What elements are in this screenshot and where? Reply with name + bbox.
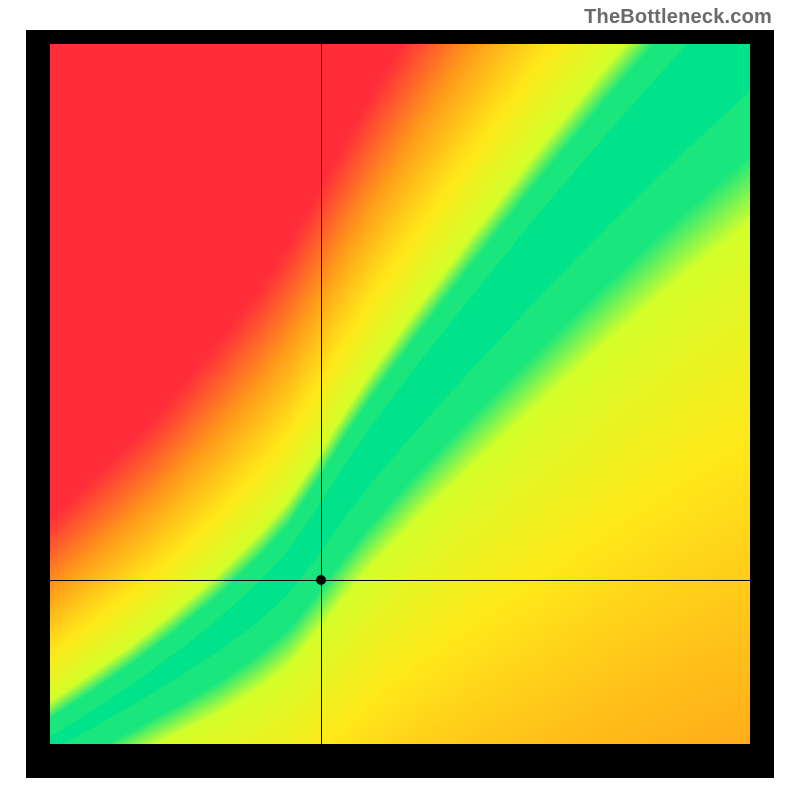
watermark-text: TheBottleneck.com: [584, 6, 772, 29]
crosshair-vertical: [321, 44, 322, 744]
marker-point: [316, 575, 326, 585]
chart-outer-frame: [26, 30, 774, 778]
heatmap-plot-area: [50, 44, 750, 744]
crosshair-horizontal: [50, 580, 750, 581]
heatmap-canvas: [50, 44, 750, 744]
